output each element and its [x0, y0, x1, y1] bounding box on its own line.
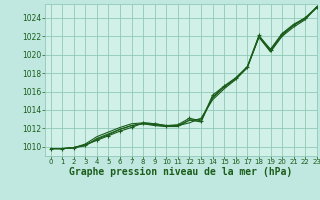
- X-axis label: Graphe pression niveau de la mer (hPa): Graphe pression niveau de la mer (hPa): [69, 167, 292, 177]
